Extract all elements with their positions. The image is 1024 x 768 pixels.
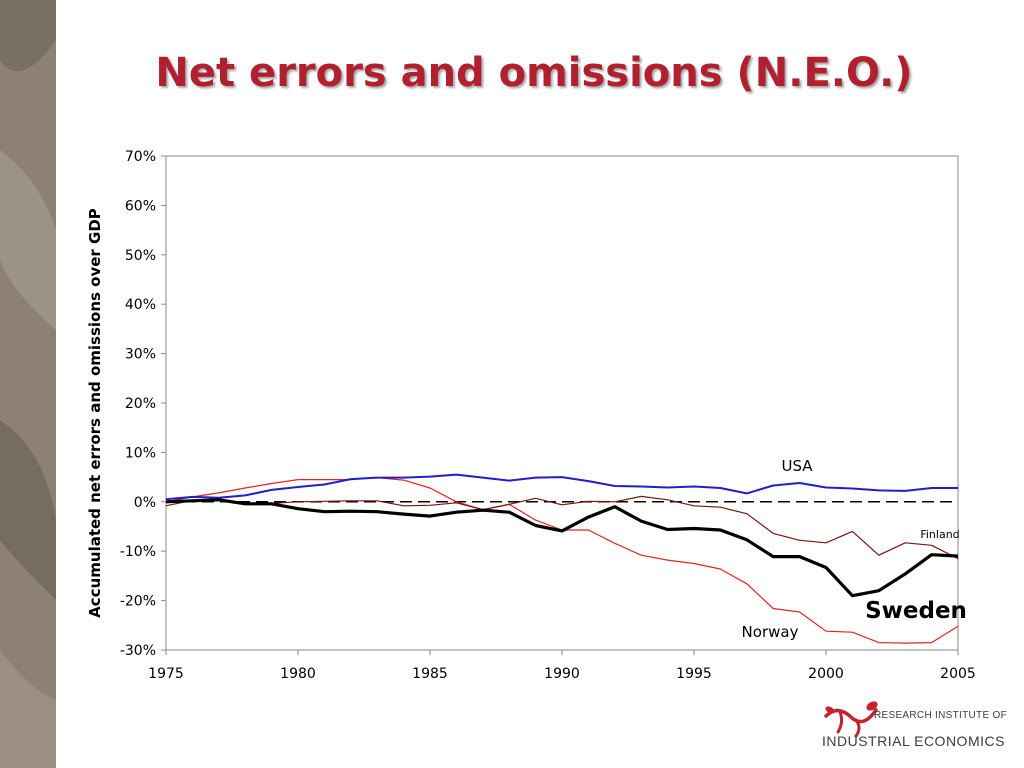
y-axis-tick-label: -20%: [120, 594, 156, 610]
plot-area-frame: [165, 155, 959, 651]
y-axis-tick-label: 50%: [125, 248, 156, 264]
series-label-usa: USA: [781, 457, 813, 475]
x-axis-tick-label: 2005: [940, 666, 976, 682]
x-axis-tick-label: 1980: [280, 666, 316, 682]
y-axis-tick-label: 70%: [125, 149, 156, 165]
y-axis-tick-label: 40%: [125, 297, 156, 313]
decorative-side-band: [0, 0, 56, 768]
x-axis-tick-label: 2000: [808, 666, 844, 682]
series-label-norway: Norway: [742, 623, 799, 641]
logo-text-line2: INDUSTRIAL ECONOMICS: [822, 733, 1005, 749]
x-axis-tick-label: 1995: [676, 666, 712, 682]
series-label-sweden: Sweden: [865, 598, 967, 624]
series-line-usa: [165, 473, 958, 501]
logo-text-line1: RESEARCH INSTITUTE OF: [874, 710, 1007, 721]
y-axis-title: Accumulated net errors and omissions ove…: [86, 208, 104, 618]
y-axis-tick-label: -10%: [120, 544, 156, 560]
y-axis-tick-label: 20%: [125, 396, 156, 412]
series-label-finland: Finland: [920, 528, 959, 541]
y-axis-tick-label: 30%: [125, 347, 156, 363]
slide-title: Net errors and omissions (N.E.O.): [155, 50, 913, 96]
series-line-finland: [165, 495, 959, 560]
y-axis-tick-label: 0%: [134, 495, 156, 511]
x-axis-tick-label: 1975: [148, 666, 184, 682]
sprout-logo-icon: [824, 701, 878, 738]
y-axis-tick-label: 10%: [125, 445, 156, 461]
y-axis-tick-label: 60%: [125, 198, 156, 214]
series-line-sweden: [165, 498, 959, 598]
x-axis-tick-label: 1985: [412, 666, 448, 682]
research-institute-logo: RESEARCH INSTITUTE OF INDUSTRIAL ECONOMI…: [818, 698, 1008, 756]
y-axis-tick-label: -30%: [120, 643, 156, 659]
x-axis-tick-label: 1990: [544, 666, 580, 682]
